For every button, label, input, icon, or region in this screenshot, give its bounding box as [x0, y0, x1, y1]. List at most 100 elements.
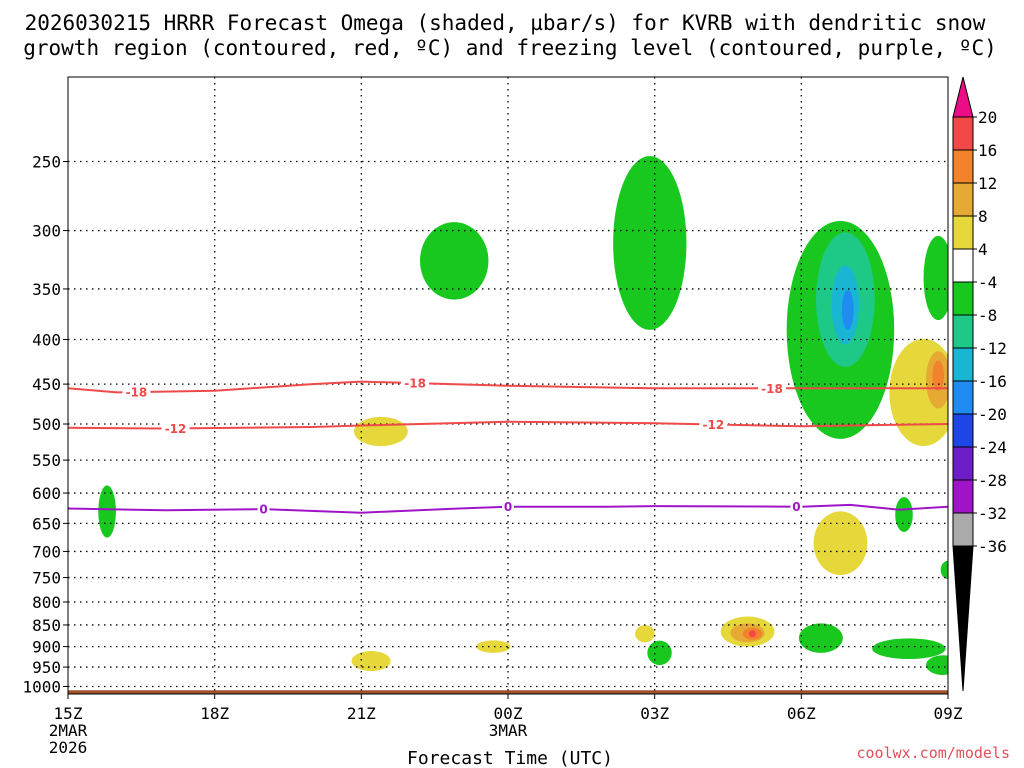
- omega-blob-22: [872, 638, 946, 660]
- colorbar-segment-6: [952, 281, 974, 316]
- x-axis-label: Forecast Time (UTC): [407, 748, 613, 768]
- contour-minus12: [67, 420, 949, 430]
- y-tick-label-700: 700: [32, 542, 61, 561]
- colorbar-segment-4: [952, 215, 974, 250]
- y-tick-label-250: 250: [32, 153, 61, 172]
- credit-text: coolwx.com/models: [856, 744, 1010, 762]
- colorbar-segment-8: [952, 347, 974, 382]
- x-tick-label-15Z: 15Z: [54, 704, 83, 723]
- y-tick-label-300: 300: [32, 222, 61, 241]
- x-tick-sub1-00Z: 3MAR: [489, 721, 528, 740]
- y-tick-label-550: 550: [32, 451, 61, 470]
- pressure-axis: 250 300 350 400 450 500 550 600 650 700 750 800 850 9…: [22, 153, 68, 697]
- y-tick-label-1000: 1000: [22, 678, 61, 697]
- colorbar-segment-3: [952, 182, 974, 217]
- contour-minus18-label-0: -18: [126, 386, 148, 400]
- omega-blob-23: [926, 655, 948, 675]
- x-tick-label-21Z: 21Z: [347, 704, 376, 723]
- y-tick-label-600: 600: [32, 484, 61, 503]
- y-tick-label-850: 850: [32, 616, 61, 635]
- colorbar-segment-2: [952, 149, 974, 184]
- contour-minus12-label-bg-1: [699, 417, 728, 432]
- omega-blob-0: [98, 485, 116, 538]
- colorbar-label-8: -16: [978, 372, 1007, 391]
- x-tick-label-09Z: 09Z: [934, 704, 963, 723]
- omega-blob-7: [923, 235, 948, 321]
- omega-blob-8: [354, 416, 408, 447]
- omega-blob-20: [749, 630, 756, 638]
- chart-title-line2: growth region (contoured, red, ºC) and f…: [23, 36, 997, 60]
- colorbar-label-11: -28: [978, 471, 1007, 490]
- temperature-contours: -18 -18 -18 -12 -12 0 0 0: [67, 376, 949, 517]
- colorbar-label-2: 12: [978, 174, 997, 193]
- colorbar-label-5: -4: [978, 273, 997, 292]
- colorbar-label-6: -8: [978, 306, 997, 325]
- y-tick-label-900: 900: [32, 638, 61, 657]
- omega-blob-15: [635, 625, 655, 643]
- surface-terrain: [68, 690, 948, 694]
- y-tick-label-750: 750: [32, 569, 61, 588]
- chart-title-line1: 2026030215 HRRR Forecast Omega (shaded, …: [25, 11, 986, 35]
- omega-blob-1: [420, 222, 489, 300]
- colorbar-label-13: -36: [978, 537, 1007, 556]
- colorbar-bottom-arrow: [952, 545, 974, 692]
- colorbar-segment-9: [952, 380, 974, 415]
- colorbar-label-4: 4: [978, 240, 988, 259]
- contour-freezing-zero-label-bg-1: [502, 499, 514, 514]
- x-tick-label-00Z: 00Z: [494, 704, 523, 723]
- contour-minus18-label-2: -18: [761, 382, 783, 396]
- contour-freezing-zero-label-bg-0: [257, 502, 270, 517]
- contour-minus18-label-bg-0: [122, 385, 151, 400]
- y-tick-label-800: 800: [32, 593, 61, 612]
- y-tick-label-350: 350: [32, 280, 61, 299]
- contour-freezing-zero-label-bg-2: [790, 499, 803, 514]
- colorbar-label-12: -32: [978, 504, 1007, 523]
- x-tick-sub1-15Z: 2MAR: [49, 721, 88, 740]
- omega-blob-21: [798, 623, 843, 653]
- contour-minus12-label-bg-0: [161, 421, 190, 436]
- colorbar-segment-11: [952, 446, 974, 481]
- contour-freezing-zero-label-1: 0: [504, 500, 512, 514]
- x-tick-sub2-15Z: 2026: [49, 738, 88, 757]
- colorbar-label-0: 20: [978, 108, 997, 127]
- omega-blob-16: [647, 640, 672, 666]
- colorbar-label-7: -12: [978, 339, 1007, 358]
- colorbar-segment-13: [952, 512, 974, 547]
- colorbar-segment-5: [952, 248, 974, 283]
- contour-freezing-zero-label-2: 0: [792, 500, 800, 514]
- colorbar-segment-1: [952, 116, 974, 151]
- colorbar-label-10: -24: [978, 438, 1007, 457]
- omega-shading: [68, 156, 948, 694]
- y-tick-label-450: 450: [32, 375, 61, 394]
- omega-blob-24: [351, 651, 391, 672]
- colorbar-label-9: -20: [978, 405, 1007, 424]
- y-tick-label-400: 400: [32, 330, 61, 349]
- y-tick-label-950: 950: [32, 658, 61, 677]
- omega-blob-11: [932, 360, 945, 391]
- omega-blob-6: [841, 290, 854, 330]
- y-tick-label-500: 500: [32, 415, 61, 434]
- colorbar-segment-12: [952, 479, 974, 514]
- omega-blob-14: [940, 560, 948, 580]
- contour-minus18-label-bg-1: [401, 376, 430, 391]
- contour-freezing-zero-label-0: 0: [259, 503, 267, 517]
- x-tick-label-18Z: 18Z: [200, 704, 229, 723]
- contour-minus18-label-1: -18: [404, 377, 426, 391]
- omega-blob-25: [476, 640, 511, 653]
- omega-colorbar: 20 16 12 8 4 -4 -8 -12 -16 -20 -24 -28 -32 -36: [952, 76, 1007, 692]
- x-tick-label-03Z: 03Z: [640, 704, 669, 723]
- colorbar-segment-7: [952, 314, 974, 349]
- colorbar-label-3: 8: [978, 207, 988, 226]
- omega-blob-12: [813, 511, 868, 576]
- colorbar-segment-10: [952, 413, 974, 448]
- colorbar-top-arrow: [952, 76, 974, 118]
- omega-blob-2: [613, 156, 687, 330]
- grid-lines: [68, 77, 948, 694]
- contour-minus12-label-1: -12: [702, 418, 724, 432]
- x-tick-label-06Z: 06Z: [787, 704, 816, 723]
- colorbar-label-1: 16: [978, 141, 997, 160]
- contour-minus18-label-bg-2: [758, 381, 786, 396]
- contour-minus12-label-0: -12: [165, 422, 187, 436]
